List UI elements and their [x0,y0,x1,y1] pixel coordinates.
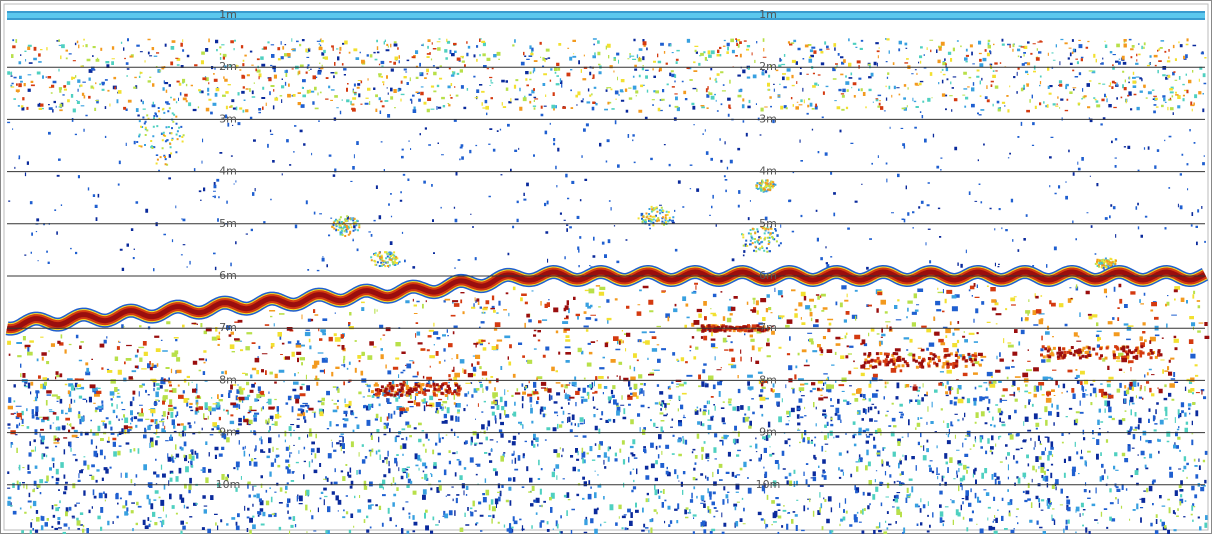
depth-label: 9m [759,426,777,439]
depth-label: 1m [219,8,237,21]
depth-label: 6m [759,269,777,282]
depth-label: 8m [759,373,777,386]
depth-label: 7m [759,321,777,334]
depth-label: 4m [759,165,777,178]
depth-label: 2m [759,60,777,73]
depth-label: 5m [219,217,237,230]
seabed-line [6,269,1207,332]
depth-label: 8m [219,373,237,386]
depth-label: 3m [759,112,777,125]
depth-label: 2m [219,60,237,73]
seabed-echo [2,265,1210,336]
depth-label: 10m [216,478,241,491]
depth-grid: 1m 1m 2m 2m 3m 3m 4m 4m 5m 5m 6m 6m 7m 7m 8m 8m 9m 9m 10m 1… [7,8,1205,491]
depth-label: 7m [219,321,237,334]
depth-label: 5m [759,217,777,230]
depth-label: 1m [759,8,777,21]
depth-label: 9m [219,426,237,439]
surface-band [7,11,1205,20]
depth-label: 10m [756,478,781,491]
depth-label: 6m [219,269,237,282]
depth-label: 4m [219,165,237,178]
depth-label: 3m [219,112,237,125]
